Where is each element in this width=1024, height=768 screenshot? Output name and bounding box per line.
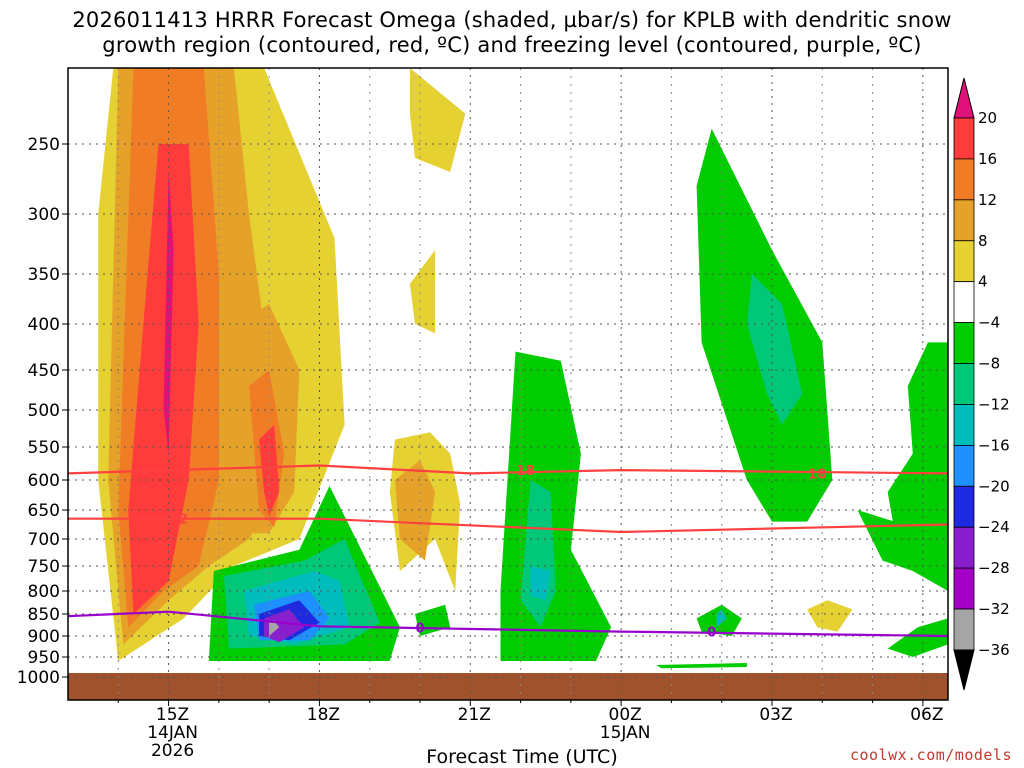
colorbar-label-7: −12 [978, 395, 1010, 413]
colorbar-bottom-arrow [953, 649, 975, 691]
omega-cell-21 [656, 663, 747, 669]
colorbar-label-4: 4 [978, 273, 988, 291]
x-tick-label-15Z: 15Z [156, 705, 189, 725]
omega-cell-22 [887, 342, 948, 561]
y-tick-label-350: 350 [28, 265, 60, 285]
y-tick-label-750: 750 [28, 557, 60, 577]
colorbar-label-12: −32 [978, 600, 1010, 618]
omega-cell-7 [259, 424, 280, 516]
plot-area: 18 18 2 0 0 [68, 68, 948, 700]
y-tick-label-800: 800 [28, 582, 60, 602]
colorbar-top-arrow [953, 77, 975, 119]
y-tick-label-600: 600 [28, 471, 60, 491]
contour-label-18-a: 18 [517, 464, 535, 479]
colorbar-label-1: 16 [978, 150, 997, 168]
contour-0-1 [68, 517, 948, 534]
colorbar-swatch-12 [953, 608, 975, 651]
x-tick-date-15Z: 14JAN [147, 723, 198, 743]
colorbar-swatch-11 [953, 567, 975, 610]
contour-1-0 [68, 610, 948, 638]
colorbar-swatch-9 [953, 485, 975, 528]
colorbar-label-0: 20 [978, 109, 997, 127]
colorbar-swatch-6 [953, 363, 975, 405]
omega-cell-0 [409, 68, 466, 172]
y-tick-label-450: 450 [28, 361, 60, 381]
y-tick-label-250: 250 [28, 135, 60, 155]
y-tick-label-900: 900 [28, 627, 60, 647]
x-tick-label-21Z: 21Z [458, 705, 491, 725]
x-tick-date-00Z: 15JAN [600, 723, 651, 743]
y-tick-label-1000: 1000 [17, 668, 60, 688]
y-tick-label-850: 850 [28, 605, 60, 625]
colorbar-label-3: 8 [978, 232, 988, 250]
y-tick-label-700: 700 [28, 530, 60, 550]
contour-label-0-a: 0 [415, 622, 424, 637]
omega-area-3 [128, 144, 199, 614]
colorbar-swatch-1 [953, 158, 975, 201]
chart-title-line-2: growth region (contoured, red, ºC) and f… [102, 33, 922, 57]
colorbar-label-5: −4 [978, 314, 1000, 332]
ground-strip [68, 673, 948, 700]
colorbar-label-2: 12 [978, 191, 997, 209]
x-axis-label: Forecast Time (UTC) [426, 746, 618, 768]
omega-cell-4 [807, 600, 853, 632]
colorbar-label-11: −28 [978, 559, 1010, 577]
contour-label-0-b: 0 [707, 626, 716, 641]
y-tick-label-400: 400 [28, 315, 60, 335]
colorbar-label-10: −24 [978, 518, 1010, 536]
omega-cell-1 [409, 250, 436, 334]
contour-0-0 [68, 464, 948, 475]
omega-cell-16 [264, 609, 305, 643]
omega-area-4 [163, 172, 174, 454]
x-tick-label-18Z: 18Z [307, 705, 340, 725]
colorbar-label-9: −20 [978, 477, 1010, 495]
omega-cell-3 [394, 460, 436, 561]
omega-cell-23 [857, 510, 948, 591]
colorbar-swatch-2 [953, 199, 975, 242]
x-tick-label-06Z: 06Z [910, 705, 943, 725]
colorbar-swatch-4 [953, 281, 975, 324]
site-credit: coolwx.com/models [849, 746, 1012, 764]
y-tick-label-650: 650 [28, 501, 60, 521]
contour-label-12: 2 [179, 513, 188, 528]
y-tick-label-550: 550 [28, 438, 60, 458]
x-tick-label-03Z: 03Z [759, 705, 792, 725]
colorbar-label-13: −36 [978, 641, 1010, 659]
colorbar-swatch-8 [953, 444, 975, 487]
x-tick-label-00Z: 00Z [609, 705, 642, 725]
colorbar-swatch-7 [953, 404, 975, 446]
omega-cell-10 [530, 566, 551, 601]
x-tick-year-15Z: 2026 [151, 741, 194, 761]
chart-title-line-1: 2026011413 HRRR Forecast Omega (shaded, … [72, 8, 952, 32]
y-tick-label-300: 300 [28, 205, 60, 225]
y-tick-label-500: 500 [28, 401, 60, 421]
colorbar-swatch-3 [953, 240, 975, 283]
omega-cell-24 [887, 618, 948, 657]
colorbar-swatch-0 [953, 117, 975, 160]
y-tick-label-950: 950 [28, 648, 60, 668]
chart-title: 2026011413 HRRR Forecast Omega (shaded, … [0, 8, 1024, 58]
colorbar-swatch-5 [953, 322, 975, 364]
plot-frame [67, 67, 949, 701]
colorbar-swatch-10 [953, 526, 975, 569]
contour-label-18-b: 18 [808, 467, 826, 482]
colorbar-label-8: −16 [978, 436, 1010, 454]
colorbar-label-6: −8 [978, 355, 1000, 373]
omega-cell-17 [269, 620, 280, 636]
omega-area-6 [746, 274, 803, 425]
